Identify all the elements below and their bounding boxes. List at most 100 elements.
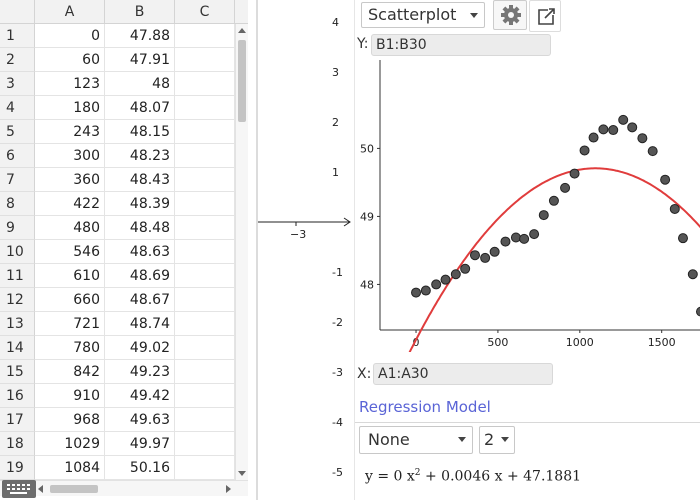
settings-button[interactable] — [493, 0, 527, 30]
cell-c[interactable] — [175, 384, 235, 408]
cell-c[interactable] — [175, 456, 235, 480]
cell-b[interactable]: 49.02 — [105, 336, 175, 360]
cell-b[interactable]: 48.63 — [105, 240, 175, 264]
row-header[interactable]: 17 — [0, 408, 35, 432]
cell-b[interactable]: 47.88 — [105, 24, 175, 48]
cell-a[interactable]: 1084 — [35, 456, 105, 480]
cell-a[interactable]: 1029 — [35, 432, 105, 456]
cell-b[interactable]: 48.39 — [105, 192, 175, 216]
column-header-c[interactable]: C — [175, 0, 235, 24]
cell-b[interactable]: 47.91 — [105, 48, 175, 72]
cell-a[interactable]: 123 — [35, 72, 105, 96]
cell-a[interactable]: 610 — [35, 264, 105, 288]
row-header[interactable]: 8 — [0, 192, 35, 216]
cell-b[interactable]: 49.42 — [105, 384, 175, 408]
cell-a[interactable]: 842 — [35, 360, 105, 384]
cell-b[interactable]: 48.07 — [105, 96, 175, 120]
cell-b[interactable]: 48.15 — [105, 120, 175, 144]
column-header-a[interactable]: A — [35, 0, 105, 24]
cell-b[interactable]: 49.63 — [105, 408, 175, 432]
row-header[interactable]: 15 — [0, 360, 35, 384]
cell-c[interactable] — [175, 312, 235, 336]
vertical-scrollbar[interactable] — [235, 24, 248, 480]
cell-c[interactable] — [175, 192, 235, 216]
cell-b[interactable]: 48.67 — [105, 288, 175, 312]
regression-model-select[interactable]: None — [359, 426, 473, 454]
cell-c[interactable] — [175, 144, 235, 168]
cell-c[interactable] — [175, 120, 235, 144]
scroll-down-icon[interactable] — [238, 471, 246, 476]
row-header[interactable]: 18 — [0, 432, 35, 456]
cell-c[interactable] — [175, 240, 235, 264]
corner-cell[interactable] — [0, 0, 35, 24]
cell-b[interactable]: 48.74 — [105, 312, 175, 336]
cell-b[interactable]: 50.16 — [105, 456, 175, 480]
cell-a[interactable]: 243 — [35, 120, 105, 144]
cell-a[interactable]: 180 — [35, 96, 105, 120]
row-header[interactable]: 19 — [0, 456, 35, 480]
row-header[interactable]: 16 — [0, 384, 35, 408]
cell-c[interactable] — [175, 408, 235, 432]
scroll-right-icon[interactable] — [226, 485, 231, 493]
cell-a[interactable]: 0 — [35, 24, 105, 48]
cell-c[interactable] — [175, 168, 235, 192]
cell-c[interactable] — [175, 96, 235, 120]
cell-b[interactable]: 49.23 — [105, 360, 175, 384]
row-header[interactable]: 4 — [0, 96, 35, 120]
cell-c[interactable] — [175, 24, 235, 48]
cell-b[interactable]: 48.23 — [105, 144, 175, 168]
plot-type-select[interactable]: Scatterplot — [361, 2, 485, 28]
polynomial-degree-select[interactable]: 2 — [479, 426, 515, 454]
cell-c[interactable] — [175, 336, 235, 360]
cell-a[interactable]: 910 — [35, 384, 105, 408]
vertical-scroll-thumb[interactable] — [238, 40, 246, 122]
cell-a[interactable]: 60 — [35, 48, 105, 72]
scroll-left-icon[interactable] — [38, 485, 43, 493]
row-header[interactable]: 11 — [0, 264, 35, 288]
row-header[interactable]: 6 — [0, 144, 35, 168]
cell-a[interactable]: 546 — [35, 240, 105, 264]
row-header[interactable]: 14 — [0, 336, 35, 360]
row-header[interactable]: 7 — [0, 168, 35, 192]
cell-c[interactable] — [175, 48, 235, 72]
horizontal-scrollbar[interactable] — [0, 480, 248, 496]
row-header[interactable]: 3 — [0, 72, 35, 96]
cell-c[interactable] — [175, 288, 235, 312]
data-point — [561, 183, 570, 192]
cell-c[interactable] — [175, 264, 235, 288]
cell-b[interactable]: 49.97 — [105, 432, 175, 456]
row-header[interactable]: 1 — [0, 24, 35, 48]
cell-a[interactable]: 780 — [35, 336, 105, 360]
cell-a[interactable]: 422 — [35, 192, 105, 216]
cell-b[interactable]: 48.48 — [105, 216, 175, 240]
row-header[interactable]: 5 — [0, 120, 35, 144]
x-range-input[interactable]: A1:A30 — [373, 363, 553, 385]
export-button[interactable] — [529, 0, 561, 32]
cell-a[interactable]: 300 — [35, 144, 105, 168]
cell-c[interactable] — [175, 432, 235, 456]
row-header[interactable]: 9 — [0, 216, 35, 240]
cell-b[interactable]: 48 — [105, 72, 175, 96]
scroll-up-icon[interactable] — [238, 28, 246, 33]
cell-a[interactable]: 360 — [35, 168, 105, 192]
cell-a[interactable]: 968 — [35, 408, 105, 432]
cell-a[interactable]: 721 — [35, 312, 105, 336]
cell-c[interactable] — [175, 216, 235, 240]
cell-c[interactable] — [175, 360, 235, 384]
row-header[interactable]: 13 — [0, 312, 35, 336]
cell-c[interactable] — [175, 72, 235, 96]
row-header[interactable]: 12 — [0, 288, 35, 312]
cell-a[interactable]: 660 — [35, 288, 105, 312]
cell-b[interactable]: 48.69 — [105, 264, 175, 288]
horizontal-scroll-thumb[interactable] — [50, 485, 98, 493]
cell-a[interactable]: 480 — [35, 216, 105, 240]
chevron-down-icon — [458, 437, 466, 442]
cell-b[interactable]: 48.43 — [105, 168, 175, 192]
y-range-input[interactable]: B1:B30 — [371, 34, 551, 56]
column-header-b[interactable]: B — [105, 0, 175, 24]
row-header[interactable]: 2 — [0, 48, 35, 72]
row-header[interactable]: 10 — [0, 240, 35, 264]
keyboard-button[interactable] — [2, 480, 36, 498]
